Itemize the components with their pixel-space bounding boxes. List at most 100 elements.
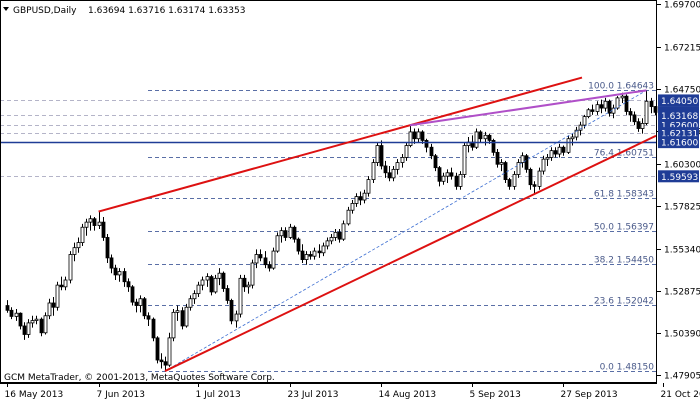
candle-body bbox=[329, 237, 334, 242]
candle-body bbox=[400, 157, 405, 163]
candle-body bbox=[603, 100, 608, 109]
upper-channel-line bbox=[98, 76, 583, 213]
candle-body bbox=[574, 129, 579, 138]
candle-body bbox=[507, 179, 512, 187]
x-tick-label: 1 Jul 2013 bbox=[196, 390, 241, 400]
price-badge bbox=[658, 109, 699, 122]
x-tick-label: 14 Aug 2013 bbox=[379, 390, 437, 400]
candle-body bbox=[205, 276, 210, 281]
candle-body bbox=[462, 145, 467, 175]
candle-body bbox=[155, 337, 160, 361]
candle-body bbox=[180, 310, 185, 327]
candle-body bbox=[512, 174, 517, 187]
candle-body bbox=[229, 300, 234, 322]
candle-body bbox=[192, 293, 197, 300]
candle-body bbox=[105, 237, 110, 259]
fib-level-label: 38.2 1.54450 bbox=[594, 256, 654, 266]
price-badge bbox=[658, 127, 699, 140]
y-tick-label: 1.64750 bbox=[664, 86, 700, 96]
candle-body bbox=[383, 165, 388, 174]
resistance-line bbox=[409, 89, 647, 127]
candle-body bbox=[92, 218, 97, 226]
candle-body bbox=[117, 271, 122, 276]
candle-body bbox=[271, 250, 276, 269]
candle-body bbox=[437, 167, 442, 182]
candle-body bbox=[516, 162, 521, 175]
fib-level-label: 0.0 1.48150 bbox=[600, 363, 655, 373]
candle-body bbox=[578, 124, 583, 131]
candle-body bbox=[30, 320, 35, 324]
candle-body bbox=[570, 136, 575, 140]
y-tick-label: 1.52875 bbox=[664, 288, 700, 298]
candle-body bbox=[366, 179, 371, 194]
candle-body bbox=[126, 281, 131, 288]
candle-body bbox=[254, 254, 259, 264]
candle-body bbox=[146, 315, 151, 320]
candle-body bbox=[275, 235, 280, 252]
candle-body bbox=[175, 310, 180, 313]
candle-body bbox=[520, 155, 525, 163]
candle-body bbox=[491, 140, 496, 153]
y-tick-label: 1.67215 bbox=[664, 44, 700, 54]
x-tick-label: 21 Oct 2013 bbox=[661, 390, 700, 400]
y-tick-label: 1.57825 bbox=[664, 203, 700, 213]
candle-body bbox=[167, 337, 172, 366]
candle-body bbox=[317, 250, 322, 254]
candle-body bbox=[495, 151, 500, 165]
x-axis: 16 May 2013 7 Jun 2013 1 Jul 2013 23 Jul 20… bbox=[5, 383, 700, 400]
candle-body bbox=[246, 284, 251, 288]
candle-body bbox=[561, 146, 566, 153]
candle-body bbox=[541, 158, 546, 172]
candle-body bbox=[312, 250, 317, 257]
candle-body bbox=[532, 184, 537, 187]
candle-body bbox=[113, 267, 118, 276]
candle-body bbox=[375, 145, 380, 163]
candle-body bbox=[39, 318, 44, 334]
candle-body bbox=[300, 250, 305, 260]
price-badge-label: 1.62600 bbox=[661, 122, 698, 132]
candle-body bbox=[22, 325, 27, 335]
candle-body bbox=[483, 134, 488, 140]
y-tick-label: 1.55340 bbox=[664, 246, 700, 256]
chart-triangle-icon bbox=[3, 7, 9, 11]
candle-body bbox=[43, 315, 48, 334]
candle-body bbox=[632, 114, 637, 123]
candle-body bbox=[188, 298, 193, 308]
candle-body bbox=[97, 221, 102, 226]
candle-body bbox=[528, 168, 533, 186]
candle-body bbox=[582, 116, 587, 126]
candle-body bbox=[26, 322, 31, 335]
candle-body bbox=[354, 196, 359, 204]
candle-body bbox=[283, 230, 288, 238]
candle-body bbox=[379, 145, 384, 167]
candle-body bbox=[134, 301, 139, 306]
x-tick-label: 16 May 2013 bbox=[5, 390, 64, 400]
candle-body bbox=[225, 288, 230, 301]
candle-body bbox=[238, 277, 243, 315]
candle-body bbox=[159, 359, 164, 363]
lower-channel-line bbox=[164, 134, 657, 372]
candle-body bbox=[234, 313, 239, 322]
candle-body bbox=[478, 131, 483, 140]
candle-body bbox=[420, 131, 425, 141]
candle-body bbox=[499, 162, 504, 165]
candle-body bbox=[68, 254, 73, 281]
candle-body bbox=[51, 302, 56, 308]
candle-body bbox=[599, 104, 604, 109]
candle-body bbox=[72, 247, 77, 255]
candle-body bbox=[441, 175, 446, 182]
candle-body bbox=[217, 272, 222, 279]
candle-body bbox=[640, 123, 645, 129]
price-badge-label: 1.59593 bbox=[661, 173, 698, 183]
price-badge-label: 1.63168 bbox=[661, 112, 698, 122]
y-tick-label: 1.47905 bbox=[664, 372, 700, 382]
candle-body bbox=[325, 240, 330, 247]
candle-body bbox=[474, 131, 479, 148]
candle-body bbox=[279, 230, 284, 237]
chart-header: GBPUSD,Daily 1.63694 1.63716 1.63174 1.6… bbox=[3, 6, 245, 16]
fib-level-label: 23.6 1.52042 bbox=[594, 297, 654, 307]
price-badge-label: 1.62131 bbox=[661, 130, 698, 140]
candle-body bbox=[537, 170, 542, 187]
candle-body bbox=[346, 209, 351, 225]
